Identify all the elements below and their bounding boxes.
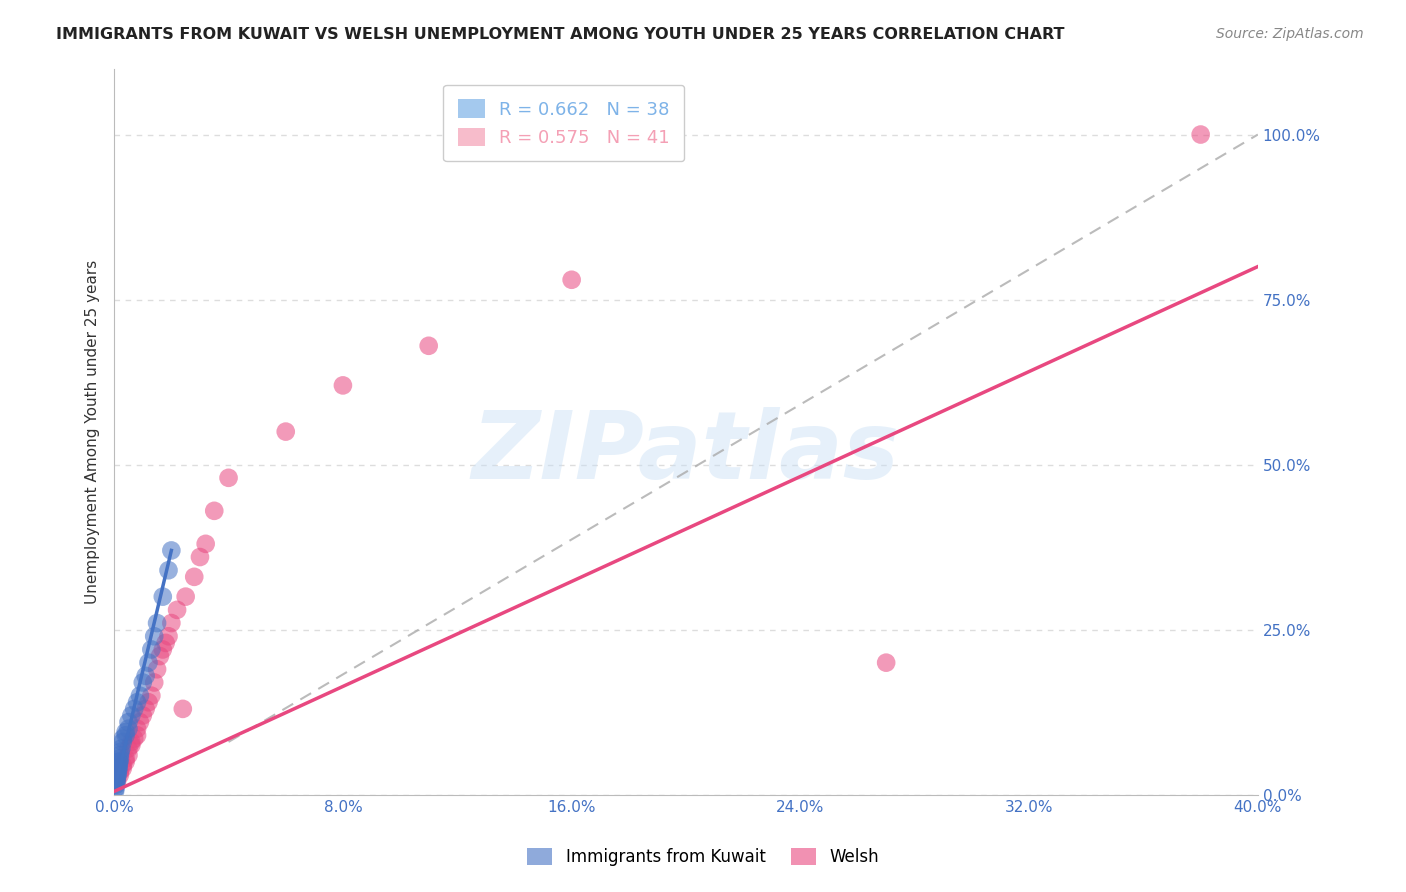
Point <box>107 764 129 779</box>
Point <box>875 656 897 670</box>
Point <box>141 642 163 657</box>
Point <box>114 751 136 765</box>
Point <box>202 504 225 518</box>
Point <box>1189 128 1212 142</box>
Point <box>117 715 139 730</box>
Point <box>107 768 129 782</box>
Point <box>141 689 163 703</box>
Point <box>135 702 157 716</box>
Point <box>108 764 131 779</box>
Point <box>105 774 128 789</box>
Point <box>129 689 152 703</box>
Point <box>160 543 183 558</box>
Point <box>108 755 131 769</box>
Point <box>104 778 127 792</box>
Point <box>108 768 131 782</box>
Point <box>120 708 142 723</box>
Point <box>105 771 128 785</box>
Text: IMMIGRANTS FROM KUWAIT VS WELSH UNEMPLOYMENT AMONG YOUTH UNDER 25 YEARS CORRELAT: IMMIGRANTS FROM KUWAIT VS WELSH UNEMPLOY… <box>56 27 1064 42</box>
Legend: Immigrants from Kuwait, Welsh: Immigrants from Kuwait, Welsh <box>519 840 887 875</box>
Point <box>188 549 211 564</box>
Point <box>138 656 160 670</box>
Point <box>104 781 127 796</box>
Y-axis label: Unemployment Among Youth under 25 years: Unemployment Among Youth under 25 years <box>86 260 100 604</box>
Point <box>157 629 180 643</box>
Point <box>117 741 139 756</box>
Point <box>111 758 134 772</box>
Point <box>114 725 136 739</box>
Point <box>120 738 142 752</box>
Point <box>110 745 132 759</box>
Point <box>143 629 166 643</box>
Point <box>274 425 297 439</box>
Point <box>125 722 148 736</box>
Point <box>105 768 128 782</box>
Point <box>561 273 583 287</box>
Text: ZIPatlas: ZIPatlas <box>472 408 900 500</box>
Point <box>146 615 169 630</box>
Point <box>110 741 132 756</box>
Point <box>157 563 180 577</box>
Point <box>108 751 131 765</box>
Point <box>117 722 139 736</box>
Point <box>418 339 440 353</box>
Point <box>152 642 174 657</box>
Point <box>111 761 134 775</box>
Point <box>108 748 131 763</box>
Point <box>172 702 194 716</box>
Point <box>183 570 205 584</box>
Point <box>218 471 240 485</box>
Point <box>114 728 136 742</box>
Point <box>111 735 134 749</box>
Point <box>122 702 145 716</box>
Point <box>166 603 188 617</box>
Point <box>155 636 177 650</box>
Point <box>105 774 128 789</box>
Point <box>194 537 217 551</box>
Point <box>114 755 136 769</box>
Legend: R = 0.662   N = 38, R = 0.575   N = 41: R = 0.662 N = 38, R = 0.575 N = 41 <box>443 85 685 161</box>
Point <box>135 669 157 683</box>
Point <box>105 774 128 789</box>
Point <box>125 728 148 742</box>
Point <box>132 675 155 690</box>
Point <box>129 715 152 730</box>
Point <box>122 731 145 746</box>
Point <box>107 761 129 775</box>
Point <box>152 590 174 604</box>
Point <box>125 695 148 709</box>
Point <box>174 590 197 604</box>
Point <box>107 761 129 775</box>
Point <box>132 708 155 723</box>
Point <box>104 784 127 798</box>
Point <box>160 615 183 630</box>
Point <box>146 662 169 676</box>
Point <box>111 731 134 746</box>
Point <box>332 378 354 392</box>
Text: Source: ZipAtlas.com: Source: ZipAtlas.com <box>1216 27 1364 41</box>
Point <box>108 755 131 769</box>
Point <box>138 695 160 709</box>
Point <box>105 771 128 785</box>
Point <box>107 758 129 772</box>
Point <box>117 748 139 763</box>
Point <box>149 648 172 663</box>
Point <box>143 675 166 690</box>
Point <box>120 735 142 749</box>
Point <box>105 764 128 779</box>
